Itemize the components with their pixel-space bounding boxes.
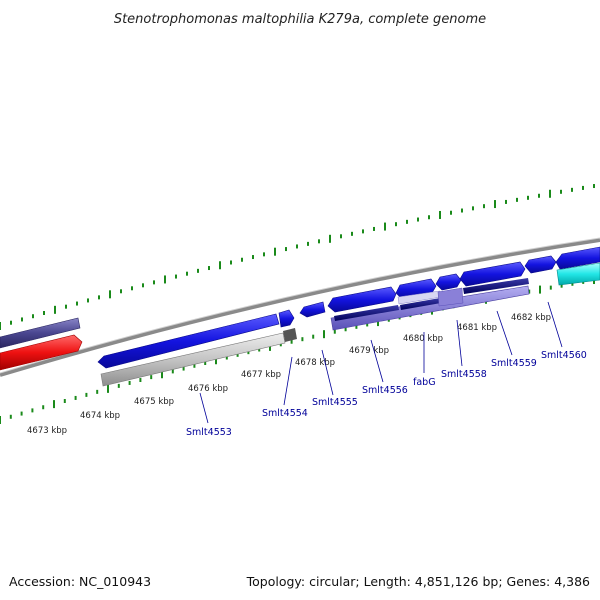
scale-label: 4680 kbp — [403, 334, 443, 344]
accession-text: Accession: NC_010943 — [9, 574, 151, 589]
feature-navy-band-1 — [334, 305, 399, 321]
gene-leader-lines — [199, 301, 563, 424]
scale-label: 4678 kbp — [295, 358, 335, 368]
gene-smlt4554-arrow — [278, 309, 295, 328]
feature-left-red-arrow — [0, 334, 83, 371]
gene-label-smlt4559: Smlt4559 — [491, 358, 537, 369]
gene-label-smlt4556: Smlt4556 — [362, 385, 408, 396]
scale-labels: 4673 kbp 4674 kbp 4675 kbp 4676 kbp 4677… — [27, 313, 551, 436]
gene-smlt4560-arrow — [524, 255, 557, 274]
gene-smlt4559-arrow — [459, 261, 526, 287]
feature-navy-band-2 — [400, 298, 441, 310]
scale-label: 4681 kbp — [457, 323, 497, 333]
gene-smlt4553-arrow — [97, 313, 280, 369]
gc-skew-band — [100, 332, 286, 387]
backbone-ring — [0, 238, 600, 377]
scale-label: 4677 kbp — [241, 370, 281, 380]
feature-cyan-band — [556, 262, 600, 286]
gene-smlt4556-arrow — [327, 286, 397, 313]
map-title: Stenotrophomonas maltophilia K279a, comp… — [114, 12, 486, 27]
genome-stats-text: Topology: circular; Length: 4,851,126 bp… — [246, 574, 590, 589]
gene-label-smlt4554: Smlt4554 — [262, 408, 308, 419]
scale-label: 4674 kbp — [80, 411, 120, 421]
outer-tick-ring — [0, 184, 595, 330]
scale-label: 4673 kbp — [27, 426, 67, 436]
gene-smlt4558-arrow — [435, 273, 462, 291]
gc-skew-dark-tip — [283, 328, 297, 342]
gene-labels: Smlt4553 Smlt4554 Smlt4555 Smlt4556 fabG… — [186, 350, 587, 438]
gene-right-edge-arrow — [555, 246, 600, 270]
feature-left-dark — [0, 317, 81, 349]
gene-smlt4555-arrow — [299, 301, 326, 318]
scale-label: 4679 kbp — [349, 346, 389, 356]
backbone-ring-highlight — [0, 237, 600, 374]
scale-label: 4682 kbp — [511, 313, 551, 323]
gene-label-smlt4560: Smlt4560 — [541, 350, 587, 361]
gene-label-smlt4555: Smlt4555 — [312, 397, 358, 408]
scale-label: 4676 kbp — [188, 384, 228, 394]
gene-label-fabg: fabG — [413, 377, 436, 388]
feature-purple-mid — [437, 287, 464, 307]
gene-label-smlt4558: Smlt4558 — [441, 369, 487, 380]
feature-navy-band-3 — [463, 278, 529, 294]
scale-label: 4675 kbp — [134, 397, 174, 407]
gene-label-smlt4553: Smlt4553 — [186, 427, 232, 438]
